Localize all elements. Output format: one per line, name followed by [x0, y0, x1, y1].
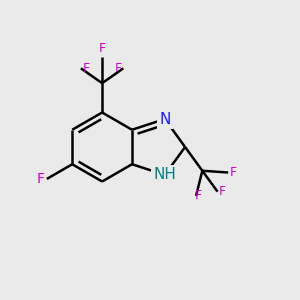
Text: F: F — [36, 172, 44, 186]
Text: F: F — [195, 189, 202, 202]
Text: F: F — [230, 166, 237, 179]
Text: F: F — [114, 62, 122, 75]
Text: F: F — [83, 62, 90, 75]
Text: F: F — [99, 43, 106, 56]
Text: N: N — [159, 112, 170, 127]
Text: F: F — [219, 185, 226, 198]
Text: NH: NH — [153, 167, 176, 182]
